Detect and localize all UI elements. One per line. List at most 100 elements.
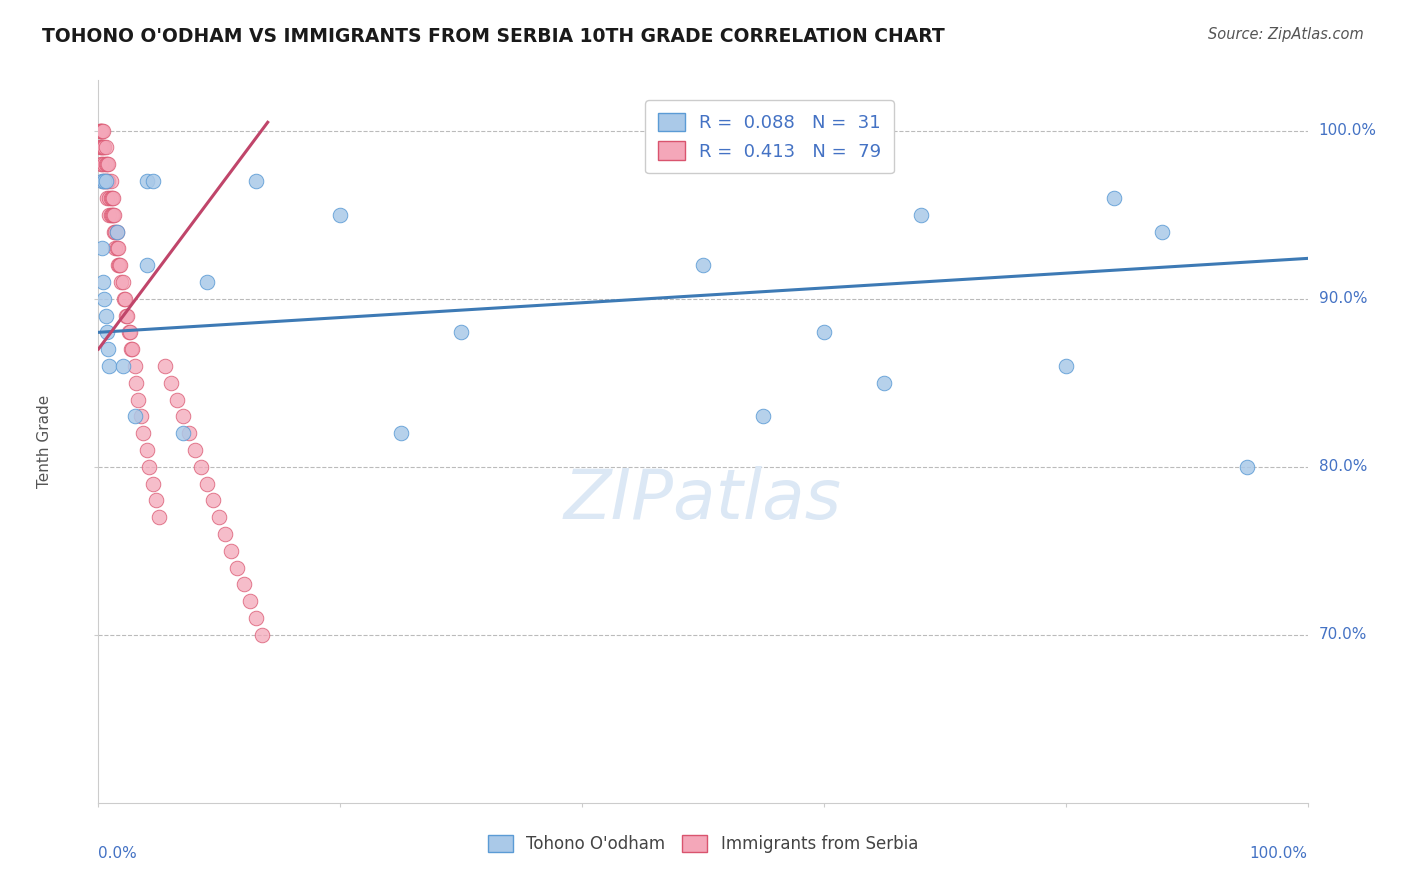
Point bbox=[98, 208, 121, 222]
Point bbox=[89, 124, 111, 138]
Point bbox=[184, 442, 207, 457]
Point bbox=[105, 225, 128, 239]
Point bbox=[195, 275, 218, 289]
Point bbox=[93, 292, 115, 306]
Point bbox=[118, 326, 141, 340]
Point bbox=[96, 157, 118, 171]
Point bbox=[1152, 225, 1174, 239]
Point bbox=[221, 543, 243, 558]
Point bbox=[90, 157, 112, 171]
Text: 0.0%: 0.0% bbox=[98, 847, 138, 861]
Point bbox=[120, 342, 142, 356]
Point bbox=[110, 275, 132, 289]
Point bbox=[195, 476, 218, 491]
Point bbox=[97, 174, 120, 188]
Point bbox=[752, 409, 775, 424]
Point bbox=[226, 560, 249, 574]
Point bbox=[202, 493, 225, 508]
Point bbox=[813, 326, 835, 340]
Point bbox=[101, 208, 124, 222]
Point bbox=[114, 292, 136, 306]
Point bbox=[94, 309, 117, 323]
Point bbox=[111, 359, 134, 373]
Point bbox=[97, 342, 120, 356]
Point bbox=[166, 392, 188, 407]
Point bbox=[190, 459, 212, 474]
Point bbox=[250, 628, 273, 642]
Point bbox=[142, 174, 165, 188]
Point bbox=[172, 409, 194, 424]
Point bbox=[104, 225, 127, 239]
Point bbox=[873, 376, 896, 390]
Point bbox=[97, 157, 120, 171]
Text: Source: ZipAtlas.com: Source: ZipAtlas.com bbox=[1208, 27, 1364, 42]
Point bbox=[389, 426, 412, 441]
Text: 100.0%: 100.0% bbox=[1319, 123, 1376, 138]
Point bbox=[121, 342, 143, 356]
Point bbox=[90, 140, 112, 154]
Point bbox=[94, 174, 117, 188]
Text: 70.0%: 70.0% bbox=[1319, 627, 1367, 642]
Point bbox=[91, 124, 114, 138]
Point bbox=[103, 208, 125, 222]
Point bbox=[91, 124, 114, 138]
Point bbox=[91, 157, 114, 171]
Text: 90.0%: 90.0% bbox=[1319, 291, 1367, 306]
Text: 100.0%: 100.0% bbox=[1250, 847, 1308, 861]
Point bbox=[148, 510, 170, 524]
Point bbox=[245, 611, 267, 625]
Point bbox=[138, 459, 160, 474]
Point bbox=[93, 174, 115, 188]
Point bbox=[145, 493, 167, 508]
Point bbox=[98, 191, 121, 205]
Point bbox=[172, 426, 194, 441]
Text: 80.0%: 80.0% bbox=[1319, 459, 1367, 475]
Point bbox=[96, 174, 118, 188]
Text: ZIPatlas: ZIPatlas bbox=[564, 466, 842, 533]
Point bbox=[115, 309, 138, 323]
Point bbox=[91, 140, 114, 154]
Point bbox=[105, 241, 128, 255]
Point bbox=[108, 258, 131, 272]
Point bbox=[100, 174, 122, 188]
Point bbox=[118, 326, 141, 340]
Point bbox=[692, 258, 714, 272]
Point bbox=[100, 208, 122, 222]
Point bbox=[104, 241, 127, 255]
Point bbox=[100, 191, 122, 205]
Point bbox=[239, 594, 262, 608]
Point bbox=[103, 225, 125, 239]
Point bbox=[910, 208, 932, 222]
Point bbox=[129, 409, 152, 424]
Point bbox=[124, 409, 146, 424]
Point bbox=[91, 275, 114, 289]
Point bbox=[93, 157, 115, 171]
Point bbox=[117, 309, 139, 323]
Point bbox=[124, 359, 146, 373]
Point bbox=[245, 174, 267, 188]
Point bbox=[100, 191, 122, 205]
Text: TOHONO O'ODHAM VS IMMIGRANTS FROM SERBIA 10TH GRADE CORRELATION CHART: TOHONO O'ODHAM VS IMMIGRANTS FROM SERBIA… bbox=[42, 27, 945, 45]
Point bbox=[98, 359, 121, 373]
Point bbox=[132, 426, 155, 441]
Point bbox=[89, 140, 111, 154]
Point bbox=[329, 208, 352, 222]
Point bbox=[91, 241, 114, 255]
Point bbox=[91, 140, 114, 154]
Point bbox=[91, 174, 114, 188]
Point bbox=[93, 140, 115, 154]
Point bbox=[107, 241, 129, 255]
Point bbox=[135, 442, 157, 457]
Legend: Tohono O'odham, Immigrants from Serbia: Tohono O'odham, Immigrants from Serbia bbox=[481, 828, 925, 860]
Point bbox=[208, 510, 231, 524]
Point bbox=[108, 258, 131, 272]
Point bbox=[135, 258, 157, 272]
Point bbox=[232, 577, 254, 591]
Point bbox=[125, 376, 148, 390]
Point bbox=[101, 191, 124, 205]
Text: Tenth Grade: Tenth Grade bbox=[37, 395, 52, 488]
Point bbox=[91, 174, 114, 188]
Point bbox=[1236, 459, 1258, 474]
Point bbox=[1102, 191, 1125, 205]
Point bbox=[94, 157, 117, 171]
